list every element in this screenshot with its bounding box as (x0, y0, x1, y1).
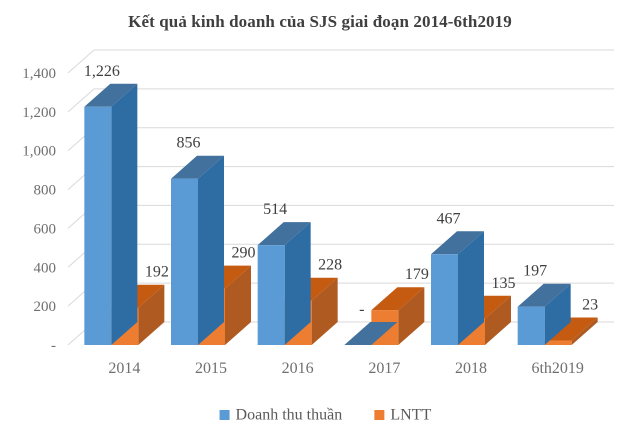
y-axis-tick-label: 800 (34, 183, 57, 199)
bar-lntt-6th2019-front-face (544, 340, 572, 345)
bar-doanh-thu-thuan-2014-side-face (111, 83, 138, 345)
x-axis-tick-label-2016: 2016 (282, 360, 314, 377)
data-label-doanh-thu-thuan-6th2019: 197 (523, 263, 547, 280)
x-axis-tick-label-2017: 2017 (368, 360, 400, 377)
bar-doanh-thu-thuan-2018 (431, 231, 484, 345)
y-axis-ticks-group: - 200 400 600 800 1,000 1,200 1,400 (22, 66, 56, 354)
data-label-doanh-thu-thuan-2018: 467 (437, 210, 461, 227)
bar-doanh-thu-thuan-2015-side-face (198, 155, 224, 345)
y-axis-tick-label: 600 (34, 221, 57, 237)
bar-doanh-thu-thuan-6th2019-side-face (544, 283, 571, 345)
bar-lntt-6th2019-top-face (544, 317, 598, 341)
bars-group (84, 83, 598, 345)
bar-doanh-thu-thuan-2017 (344, 322, 398, 345)
data-label-doanh-thu-thuan-2017: - (359, 301, 364, 318)
x-axis-tick-label-2014: 2014 (108, 360, 140, 377)
y-axis-tick-label: 200 (34, 299, 57, 315)
bar-doanh-thu-thuan-2016 (257, 222, 311, 345)
bar-doanh-thu-thuan-2015-top-face (171, 155, 224, 179)
gridline-depth (67, 49, 95, 74)
bar-doanh-thu-thuan-2014-front-face (84, 106, 112, 345)
bar-doanh-thu-thuan-2017-top-face (344, 322, 398, 345)
bar-doanh-thu-thuan-6th2019-top-face (517, 283, 571, 307)
bar-doanh-thu-thuan-2016-side-face (284, 222, 311, 345)
bar-doanh-thu-thuan-2014-top-face (84, 83, 138, 107)
gridline-depth (67, 88, 95, 113)
bar-doanh-thu-thuan-2018-side-face (458, 231, 484, 345)
data-label-doanh-thu-thuan-2014: 1,226 (84, 63, 120, 80)
bar-doanh-thu-thuan-2018-top-face (431, 231, 484, 255)
bar-doanh-thu-thuan-2016-top-face (257, 222, 311, 246)
bar-doanh-thu-thuan-2015-front-face (171, 178, 198, 345)
bar-lntt-2016-side-face (311, 277, 338, 345)
legend-swatch (374, 410, 385, 420)
bar-lntt-2015-side-face (225, 265, 251, 345)
bar-lntt-2017-top-face (371, 287, 425, 311)
legend-item-doanh-thu-thuan[interactable]: Doanh thu thuần (219, 407, 343, 424)
bar-lntt-2017-side-face (398, 287, 425, 345)
data-label-lntt-2014: 192 (145, 264, 169, 281)
data-label-lntt-2016: 228 (318, 257, 342, 274)
bar-doanh-thu-thuan-2014 (84, 83, 138, 345)
data-labels-group: 1,226 192 856 290 514 228 - 179 467 135 197 23 (84, 63, 598, 318)
bar-lntt-2018-side-face (485, 295, 511, 345)
legend-swatch (219, 410, 230, 420)
bar-lntt-2014-side-face (138, 284, 165, 345)
legend-item-lntt[interactable]: LNTT (374, 407, 431, 424)
y-axis-tick-label: 1,200 (22, 105, 56, 121)
x-axis-tick-label-6th2019: 6th2019 (531, 360, 583, 377)
bar-doanh-thu-thuan-2015 (171, 155, 224, 345)
y-axis-tick-label: 400 (34, 260, 57, 276)
bar-lntt-6th2019 (544, 317, 598, 345)
chart-title: Kết quả kinh doanh của SJS giai đoạn 201… (128, 12, 512, 31)
y-axis-tick-label: 1,000 (22, 144, 56, 160)
bar-doanh-thu-thuan-2016-front-face (257, 245, 285, 345)
x-axis-tick-label-2018: 2018 (455, 360, 487, 377)
data-label-lntt-2017: 179 (405, 266, 429, 283)
bar-doanh-thu-thuan-2018-front-face (431, 254, 458, 345)
y-axis-tick-label: 1,400 (22, 66, 56, 82)
data-label-lntt-2018: 135 (492, 275, 516, 292)
bar-doanh-thu-thuan-6th2019 (517, 283, 571, 345)
y-axis-tick-label: - (51, 338, 56, 354)
x-axis-tick-label-2015: 2015 (195, 360, 227, 377)
data-label-lntt-6th2019: 23 (582, 297, 598, 314)
bar-lntt-6th2019-side-face (571, 317, 598, 345)
legend-group: Doanh thu thuần LNTT (219, 407, 431, 424)
data-label-doanh-thu-thuan-2016: 514 (263, 201, 287, 218)
bar-doanh-thu-thuan-6th2019-front-face (517, 306, 545, 345)
x-axis-ticks-group: 2014 2015 2016 2017 2018 6th2019 (108, 360, 584, 377)
data-label-doanh-thu-thuan-2015: 856 (177, 135, 201, 152)
data-label-lntt-2015: 290 (232, 245, 256, 262)
legend-label: Doanh thu thuần (236, 407, 343, 424)
legend-label: LNTT (390, 407, 431, 424)
